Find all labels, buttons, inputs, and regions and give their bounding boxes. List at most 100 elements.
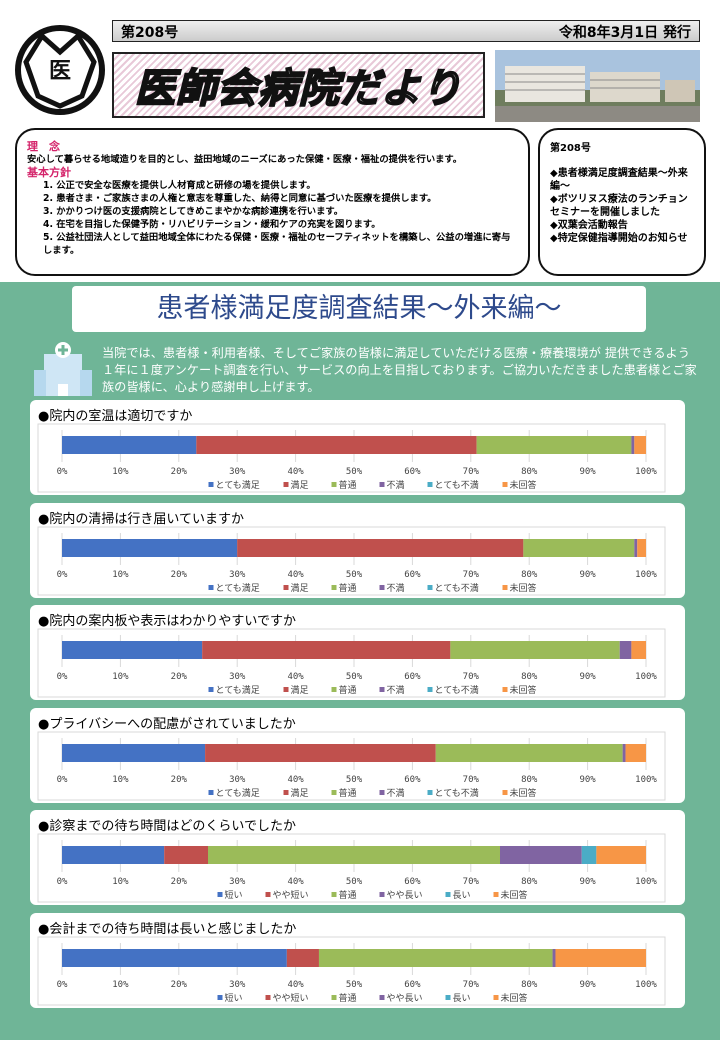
legend-label: 未回答	[510, 479, 537, 491]
legend-label: 満足	[291, 685, 309, 696]
legend-label: とても満足	[216, 685, 260, 696]
x-tick-label: 20%	[171, 467, 188, 477]
legend-label: 不満	[387, 480, 405, 491]
bar-segment	[523, 538, 635, 557]
bar-segment	[634, 436, 646, 454]
chart-panel: 0% 10% 20% 30% 40% 50% 60% 70% 80% 90% 100% とても満足 満足…	[30, 707, 685, 803]
legend-swatch	[283, 584, 289, 590]
bar-segment	[552, 949, 556, 967]
chart: 0% 10% 20% 30% 40% 50% 60% 70% 80% 90% 100% とても満足 満足…	[37, 628, 666, 698]
x-tick-label: 20%	[171, 775, 188, 785]
legend-label: 不満	[387, 583, 405, 594]
bar-segment	[500, 846, 582, 865]
legend-label: 不満	[387, 788, 405, 799]
legend-label: やや短い	[273, 889, 309, 901]
x-tick-label: 100%	[635, 980, 657, 990]
legend-label: 短い	[225, 992, 243, 1004]
legend-swatch	[208, 584, 214, 590]
x-tick-label: 50%	[346, 775, 363, 785]
bar-segment	[205, 743, 436, 762]
x-tick-label: 60%	[404, 570, 421, 580]
bar-segment	[631, 436, 635, 454]
bar-segment	[581, 846, 597, 865]
legend-label: やや長い	[387, 890, 423, 901]
legend-label: やや長い	[387, 993, 423, 1004]
chart-panel: 0% 10% 20% 30% 40% 50% 60% 70% 80% 90% 100% とても満足 満足…	[30, 400, 685, 495]
x-tick-label: 30%	[229, 775, 246, 785]
x-tick-label: 100%	[635, 570, 657, 580]
legend-label: やや短い	[273, 992, 309, 1004]
x-tick-label: 40%	[287, 877, 304, 887]
x-tick-label: 80%	[521, 570, 538, 580]
chart: 0% 10% 20% 30% 40% 50% 60% 70% 80% 90% 100% とても満足 満足…	[37, 526, 666, 596]
x-tick-label: 30%	[229, 672, 246, 682]
x-tick-label: 70%	[463, 877, 480, 887]
plot-frame	[37, 628, 666, 698]
x-tick-label: 50%	[346, 570, 363, 580]
x-tick-label: 90%	[579, 672, 596, 682]
legend-label: とても満足	[216, 583, 260, 594]
bar-segment	[476, 436, 632, 454]
legend-swatch	[379, 584, 385, 590]
bar-segment	[286, 949, 319, 967]
legend-label: 不満	[387, 685, 405, 696]
policy-item: 4. 在宅を目指した保健予防・リハビリテーション・緩和ケアの充実を図ります。	[43, 219, 381, 230]
chart-title: ●院内の室温は適切ですか	[38, 409, 193, 424]
contents-item: ◆特定保健指導開始のお知らせ	[550, 233, 688, 244]
policy-item: 1. 公正で安全な医療を提供し人材育成と研修の場を提供します。	[43, 180, 316, 191]
chart: 0% 10% 20% 30% 40% 50% 60% 70% 80% 90% 100% 短い やや短い 普…	[37, 936, 666, 1006]
legend-swatch	[283, 789, 289, 795]
bar-segment	[450, 641, 620, 660]
x-tick-label: 90%	[579, 877, 596, 887]
x-tick-label: 80%	[521, 775, 538, 785]
legend-label: 普通	[339, 684, 357, 696]
bar-segment	[62, 641, 203, 660]
x-tick-label: 60%	[404, 877, 421, 887]
x-tick-label: 20%	[171, 877, 188, 887]
bar-segment	[634, 538, 638, 557]
bar-segment	[164, 846, 208, 865]
legend-swatch	[331, 995, 337, 1000]
bar-segment	[555, 949, 646, 967]
date: 令和8年3月1日 発行	[558, 25, 691, 41]
bar-segment	[631, 641, 646, 660]
legend-label: 満足	[291, 583, 309, 594]
bar-segment	[318, 949, 553, 967]
legend-swatch	[445, 892, 451, 898]
plot-frame	[37, 833, 666, 903]
legend-swatch	[283, 482, 289, 487]
x-tick-label: 10%	[112, 672, 129, 682]
legend-swatch	[208, 789, 214, 795]
mission-box: 理 念 安心して暮らせる地域造りを目的とし、益田地域のニーズにあった保健・医療・…	[15, 128, 530, 276]
x-tick-label: 100%	[635, 672, 657, 682]
legend-swatch	[502, 482, 508, 487]
legend-swatch	[427, 482, 433, 487]
article-title: 患者様満足度調査結果～外来編～	[72, 286, 646, 332]
legend-swatch	[427, 789, 433, 795]
x-tick-label: 0%	[57, 980, 68, 990]
legend-label: とても満足	[216, 788, 260, 799]
x-tick-label: 10%	[112, 467, 129, 477]
chart-panel: 0% 10% 20% 30% 40% 50% 60% 70% 80% 90% 100% 短い やや短い 普…	[30, 913, 685, 1008]
x-tick-label: 80%	[521, 877, 538, 887]
x-tick-label: 0%	[57, 775, 68, 785]
bar-segment	[625, 743, 646, 762]
bar-segment	[202, 641, 451, 660]
legend-swatch	[379, 482, 385, 487]
x-tick-label: 30%	[229, 877, 246, 887]
issue: 第208号	[121, 25, 179, 41]
x-tick-label: 20%	[171, 672, 188, 682]
legend-label: 短い	[225, 889, 243, 901]
chart: 0% 10% 20% 30% 40% 50% 60% 70% 80% 90% 100% とても満足 満足…	[37, 731, 666, 801]
chart: 0% 10% 20% 30% 40% 50% 60% 70% 80% 90% 100% 短い やや短い 普…	[37, 833, 666, 903]
x-tick-label: 60%	[404, 467, 421, 477]
heading: 理 念	[27, 140, 60, 153]
legend-swatch	[379, 892, 385, 898]
legend-swatch	[502, 687, 508, 693]
x-tick-label: 90%	[579, 980, 596, 990]
bar-segment	[637, 538, 646, 557]
legend-label: 普通	[339, 582, 357, 594]
legend-label: とても満足	[216, 480, 260, 491]
x-tick-label: 60%	[404, 980, 421, 990]
